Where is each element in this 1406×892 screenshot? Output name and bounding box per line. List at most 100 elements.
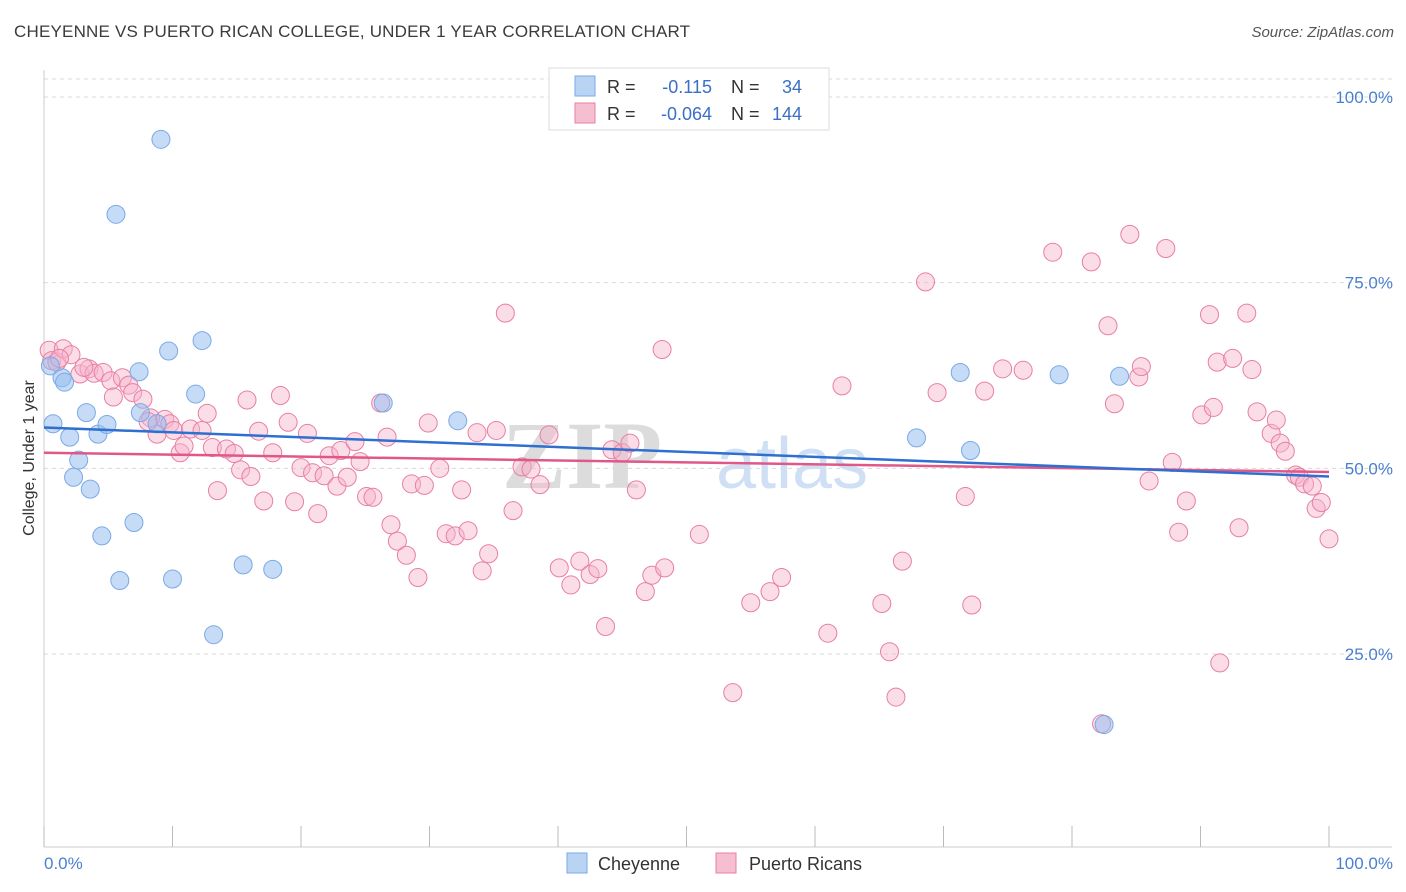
puerto-ricans-point [1306,498,1326,518]
puerto-ricans-point [1203,397,1223,417]
puerto-ricans-point [197,403,217,423]
puerto-ricans-point [1319,529,1339,549]
puerto-ricans-point [363,487,383,507]
puerto-ricans-point [174,436,194,456]
watermark-zip: ZIP [502,402,662,509]
puerto-ricans-point [231,460,251,480]
series-puerto-ricans [39,224,1339,734]
puerto-ricans-point [886,687,906,707]
trend-line-cheyenne [43,426,1330,478]
cheyenne-point [159,341,179,361]
puerto-ricans-point [1081,252,1101,272]
puerto-ricans-point [254,491,274,511]
puerto-ricans-point [1247,402,1267,422]
puerto-ricans-point [241,467,261,487]
puerto-ricans-point [916,272,936,292]
puerto-ricans-point [1120,224,1140,244]
puerto-ricans-point [103,387,123,407]
puerto-ricans-point [445,526,465,546]
puerto-ricans-point [93,363,113,383]
puerto-ricans-point [408,568,428,588]
puerto-ricans-point [314,466,334,486]
puerto-ricans-point [291,458,311,478]
cheyenne-point [124,513,144,533]
puerto-ricans-point [596,617,616,637]
cheyenne-point [960,441,980,461]
puerto-ricans-point [530,475,550,495]
puerto-ricans-point [1311,492,1331,512]
puerto-ricans-point [418,413,438,433]
puerto-ricans-point [620,433,640,453]
cheyenne-point [92,526,112,546]
puerto-ricans-point [381,515,401,535]
puerto-ricans-point [486,420,506,440]
puerto-ricans-point [1275,441,1295,461]
watermark: ZIP atlas [502,402,868,509]
puerto-ricans-point [303,463,323,483]
puerto-ricans-point [430,458,450,478]
puerto-ricans-point [53,339,73,359]
puerto-ricans-point [350,452,370,472]
puerto-ricans-point [626,480,646,500]
legend-n-value-cheyenne: 34 [782,77,802,97]
cheyenne-point [110,570,130,590]
cheyenne-point [40,356,60,376]
puerto-ricans-point [1223,348,1243,368]
y-tick-label: 100.0% [1335,88,1393,107]
puerto-ricans-point [387,531,407,551]
bottom-legend-swatch-puerto-ricans [715,852,737,874]
cheyenne-point [186,384,206,404]
puerto-ricans-point [331,441,351,461]
puerto-ricans-point [357,487,377,507]
puerto-ricans-point [202,438,222,458]
cheyenne-point [147,414,167,434]
puerto-ricans-point [1207,352,1227,372]
cheyenne-point [1110,366,1130,386]
cheyenne-point [907,428,927,448]
puerto-ricans-point [224,443,244,463]
cheyenne-point [151,129,171,149]
puerto-ricans-point [495,303,515,323]
puerto-ricans-point [1013,360,1033,380]
legend-swatch-puerto-ricans [574,102,596,124]
puerto-ricans-point [539,425,559,445]
puerto-ricans-point [472,561,492,581]
x-tick-label-min: 0.0% [44,854,83,873]
puerto-ricans-point [237,390,257,410]
puerto-ricans-point [467,423,487,443]
cheyenne-point [233,555,253,575]
y-tick-label: 75.0% [1345,274,1393,293]
y-tick-label: 25.0% [1345,645,1393,664]
puerto-ricans-point [975,381,995,401]
series-cheyenne [40,129,1130,735]
bottom-legend-label-cheyenne: Cheyenne [598,854,680,874]
axes [43,70,1392,848]
puerto-ricans-point [872,593,892,613]
puerto-ricans-point [278,412,298,432]
puerto-ricans-point [249,421,269,441]
bottom-legend-swatch-cheyenne [566,852,588,874]
cheyenne-point [106,204,126,224]
puerto-ricans-point [1210,653,1230,673]
source-credit: Source: ZipAtlas.com [1251,24,1394,41]
puerto-ricans-point [74,357,94,377]
puerto-ricans-point [270,386,290,406]
cheyenne-point [163,569,182,589]
cheyenne-point [69,450,89,470]
cheyenne-point [129,362,149,382]
puerto-ricans-point [741,593,761,613]
cheyenne-point [80,479,100,499]
puerto-ricans-point [1199,305,1219,325]
legend-swatch-cheyenne [574,75,596,97]
puerto-ricans-point [635,582,655,602]
puerto-ricans-point [652,340,672,360]
cheyenne-point [950,363,970,383]
puerto-ricans-point [123,383,143,403]
cheyenne-point [192,331,212,351]
puerto-ricans-point [570,551,590,571]
puerto-ricans-point [1131,357,1151,377]
puerto-ricans-point [927,383,947,403]
cheyenne-point [60,427,80,447]
puerto-ricans-point [1242,360,1262,380]
stats-legend-box [548,67,830,131]
